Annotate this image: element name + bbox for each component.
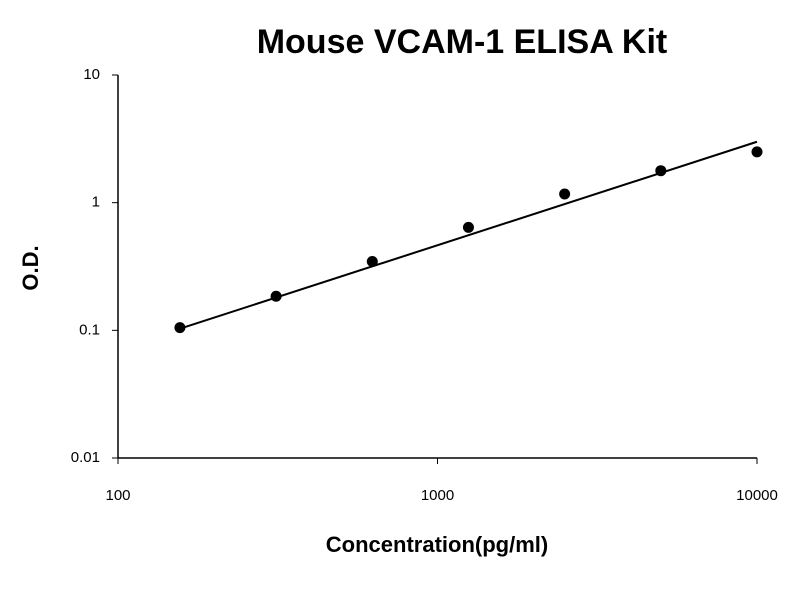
y-tick-label: 10 <box>83 66 100 83</box>
y-axis-label: O.D. <box>18 245 43 290</box>
y-tick-label: 0.01 <box>71 449 100 466</box>
data-point <box>462 221 474 233</box>
x-tick-label: 100 <box>105 487 130 504</box>
trend-line <box>179 140 758 330</box>
y-tick-label: 1 <box>92 194 100 211</box>
data-point <box>174 322 186 334</box>
data-point <box>559 188 571 200</box>
x-tick-label: 10000 <box>736 487 778 504</box>
data-point <box>270 290 282 302</box>
x-axis-label: Concentration(pg/ml) <box>326 532 548 557</box>
data-point <box>751 146 763 158</box>
data-point <box>366 256 378 268</box>
y-tick-label: 0.1 <box>79 321 100 338</box>
data-point <box>655 165 667 177</box>
x-tick-label: 1000 <box>421 487 454 504</box>
chart-title: Mouse VCAM-1 ELISA Kit <box>257 23 668 61</box>
